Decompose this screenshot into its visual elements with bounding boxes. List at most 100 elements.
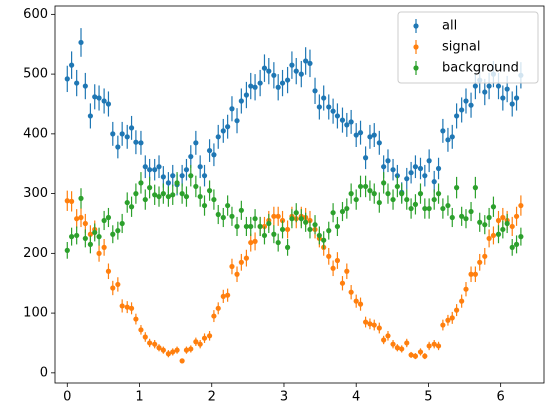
point bbox=[486, 235, 492, 242]
point bbox=[394, 345, 400, 351]
point bbox=[78, 195, 84, 201]
point bbox=[482, 253, 488, 259]
point bbox=[133, 191, 139, 197]
point bbox=[303, 58, 309, 64]
point bbox=[211, 152, 217, 158]
point bbox=[165, 193, 172, 200]
y-tick-label: 400 bbox=[23, 126, 48, 141]
point bbox=[371, 132, 377, 138]
point bbox=[160, 347, 166, 353]
point bbox=[435, 165, 442, 172]
point bbox=[188, 173, 194, 179]
point bbox=[500, 214, 506, 221]
point bbox=[74, 80, 80, 86]
point bbox=[321, 95, 327, 101]
point bbox=[193, 339, 199, 345]
point bbox=[376, 140, 382, 146]
point bbox=[152, 167, 158, 173]
point bbox=[404, 340, 410, 346]
point bbox=[490, 232, 497, 239]
point bbox=[147, 167, 153, 173]
point bbox=[362, 319, 369, 325]
point bbox=[504, 86, 510, 92]
point bbox=[408, 352, 414, 358]
point bbox=[142, 334, 148, 340]
point bbox=[367, 134, 373, 140]
y-tick-label: 500 bbox=[23, 67, 48, 82]
point bbox=[344, 268, 350, 274]
point bbox=[174, 180, 180, 186]
point bbox=[69, 234, 75, 240]
point bbox=[138, 327, 144, 333]
point bbox=[238, 207, 244, 213]
point bbox=[357, 301, 364, 307]
x-tick-label: 1 bbox=[135, 390, 143, 405]
point bbox=[82, 235, 88, 242]
point bbox=[179, 358, 185, 364]
point bbox=[412, 201, 419, 207]
point bbox=[307, 60, 313, 66]
point bbox=[110, 231, 116, 237]
point bbox=[435, 343, 442, 349]
legend-marker bbox=[413, 65, 419, 71]
point bbox=[142, 196, 148, 203]
point bbox=[417, 191, 424, 197]
point bbox=[188, 346, 194, 352]
point bbox=[426, 158, 432, 164]
point bbox=[248, 223, 254, 230]
point bbox=[431, 341, 437, 347]
point bbox=[206, 147, 213, 154]
legend-box bbox=[397, 11, 539, 84]
point bbox=[234, 223, 240, 230]
point bbox=[334, 113, 341, 119]
point bbox=[220, 293, 226, 299]
point bbox=[468, 271, 474, 277]
point bbox=[353, 196, 359, 203]
point bbox=[128, 125, 135, 131]
point bbox=[225, 124, 231, 130]
point bbox=[459, 107, 465, 113]
y-tick-label: 200 bbox=[23, 246, 48, 261]
point bbox=[417, 349, 424, 355]
point bbox=[119, 220, 125, 227]
y-tick-label: 600 bbox=[23, 7, 48, 22]
point bbox=[312, 88, 318, 94]
point bbox=[156, 345, 162, 351]
point bbox=[174, 347, 180, 353]
point bbox=[399, 191, 405, 197]
point bbox=[353, 298, 359, 304]
point bbox=[229, 106, 235, 112]
point bbox=[371, 322, 377, 328]
point bbox=[348, 289, 354, 295]
point bbox=[293, 210, 299, 216]
point bbox=[238, 259, 244, 265]
point bbox=[211, 196, 217, 203]
point bbox=[183, 193, 190, 200]
point bbox=[87, 241, 93, 247]
point bbox=[330, 265, 336, 271]
point bbox=[193, 140, 199, 146]
point bbox=[183, 167, 190, 173]
point bbox=[78, 39, 84, 46]
point bbox=[179, 191, 185, 197]
point bbox=[284, 77, 291, 83]
point bbox=[417, 165, 424, 172]
point bbox=[193, 183, 199, 190]
point bbox=[138, 180, 144, 186]
point bbox=[284, 244, 291, 250]
x-tick-label: 5 bbox=[424, 390, 432, 405]
point bbox=[326, 104, 332, 110]
point bbox=[385, 158, 391, 164]
x-tick-label: 2 bbox=[208, 390, 216, 405]
point bbox=[101, 217, 107, 224]
point bbox=[179, 173, 185, 179]
point bbox=[399, 346, 405, 352]
point bbox=[426, 205, 432, 212]
point bbox=[495, 83, 502, 89]
point bbox=[454, 307, 460, 313]
point bbox=[271, 213, 277, 219]
axes-frame bbox=[54, 5, 545, 384]
point bbox=[266, 68, 272, 74]
point bbox=[105, 214, 112, 221]
